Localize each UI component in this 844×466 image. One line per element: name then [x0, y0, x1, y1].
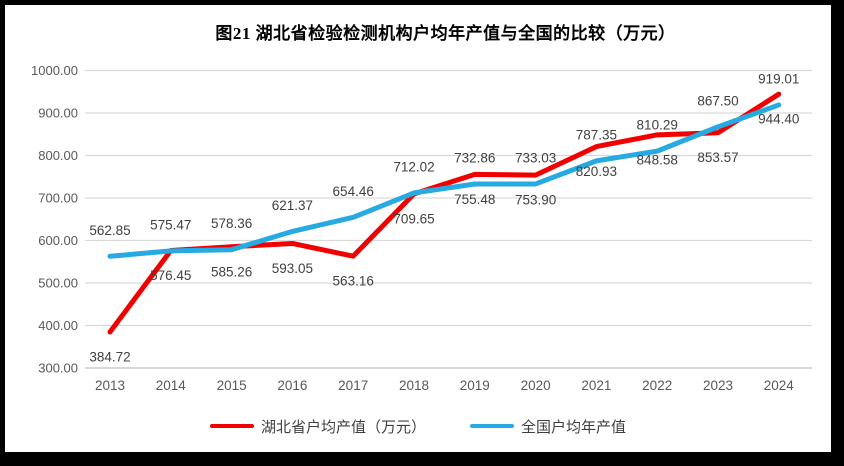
data-label-hubei: 384.72	[89, 349, 130, 364]
x-axis-tick-label: 2018	[399, 378, 429, 393]
data-label-hubei: 755.48	[454, 192, 495, 207]
x-axis-tick-label: 2016	[277, 378, 307, 393]
x-axis-tick-label: 2017	[338, 378, 368, 393]
data-label-hubei: 576.45	[150, 268, 191, 283]
data-label-hubei: 944.40	[758, 112, 799, 127]
data-label-hubei: 820.93	[576, 164, 617, 179]
data-label-national: 621.37	[272, 198, 313, 213]
y-axis-tick-label: 800.00	[38, 148, 78, 163]
data-label-national: 654.46	[333, 184, 374, 199]
data-label-hubei: 753.90	[515, 193, 556, 208]
legend-line-sample-national	[470, 424, 514, 428]
data-label-hubei: 853.57	[697, 150, 738, 165]
chart-legend: 湖北省户均产值（万元） 全国户均年产值	[5, 412, 831, 440]
y-axis-tick-label: 300.00	[38, 361, 78, 376]
data-label-hubei: 563.16	[333, 274, 374, 289]
data-label-hubei: 585.26	[211, 264, 252, 279]
x-axis-tick-label: 2020	[521, 378, 551, 393]
legend-label-national: 全国户均年产值	[521, 418, 627, 436]
x-axis-tick-label: 2013	[95, 378, 125, 393]
data-label-hubei: 709.65	[393, 211, 434, 226]
x-axis-tick-label: 2022	[642, 378, 672, 393]
y-axis-tick-label: 900.00	[38, 106, 78, 121]
y-axis-tick-label: 700.00	[38, 191, 78, 206]
x-axis-tick-label: 2021	[581, 378, 611, 393]
frame-border-top	[0, 0, 844, 5]
x-axis-tick-label: 2015	[217, 378, 247, 393]
series-line-hubei	[107, 91, 782, 335]
x-axis-tick-label: 2023	[703, 378, 733, 393]
x-axis-tick-label: 2014	[156, 378, 187, 393]
data-label-hubei: 848.58	[637, 152, 678, 167]
frame-border-left	[0, 0, 5, 466]
data-label-national: 578.36	[211, 216, 252, 231]
data-label-national: 810.29	[637, 118, 678, 133]
x-axis-tick-label: 2024	[764, 378, 795, 393]
y-axis-tick-label: 400.00	[38, 318, 78, 333]
legend-label-hubei: 湖北省户均产值（万元）	[260, 418, 426, 436]
legend-item-hubei: 湖北省户均产值（万元）	[209, 416, 426, 437]
data-label-national: 787.35	[576, 127, 617, 142]
legend-line-sample-hubei	[209, 424, 254, 428]
y-axis-tick-label: 500.00	[38, 276, 78, 291]
series-line-national	[107, 102, 782, 259]
y-axis-tick-label: 600.00	[38, 233, 78, 248]
data-label-national: 733.03	[515, 150, 556, 165]
y-axis-tick-label: 1000.00	[31, 63, 78, 78]
chart-title: 图21 湖北省检验检测机构户均年产值与全国的比较（万元）	[215, 24, 676, 43]
frame-border-right	[831, 0, 844, 466]
data-label-national: 732.86	[454, 151, 495, 166]
data-label-hubei: 593.05	[272, 261, 313, 276]
data-label-national: 867.50	[697, 93, 738, 108]
data-label-national: 575.47	[150, 217, 191, 232]
frame-border-bottom	[0, 452, 844, 466]
x-axis-tick-label: 2019	[460, 378, 490, 393]
data-label-national: 919.01	[758, 71, 799, 86]
data-label-national: 562.85	[89, 223, 130, 238]
legend-item-national: 全国户均年产值	[470, 416, 626, 437]
data-label-national: 712.02	[393, 159, 434, 174]
